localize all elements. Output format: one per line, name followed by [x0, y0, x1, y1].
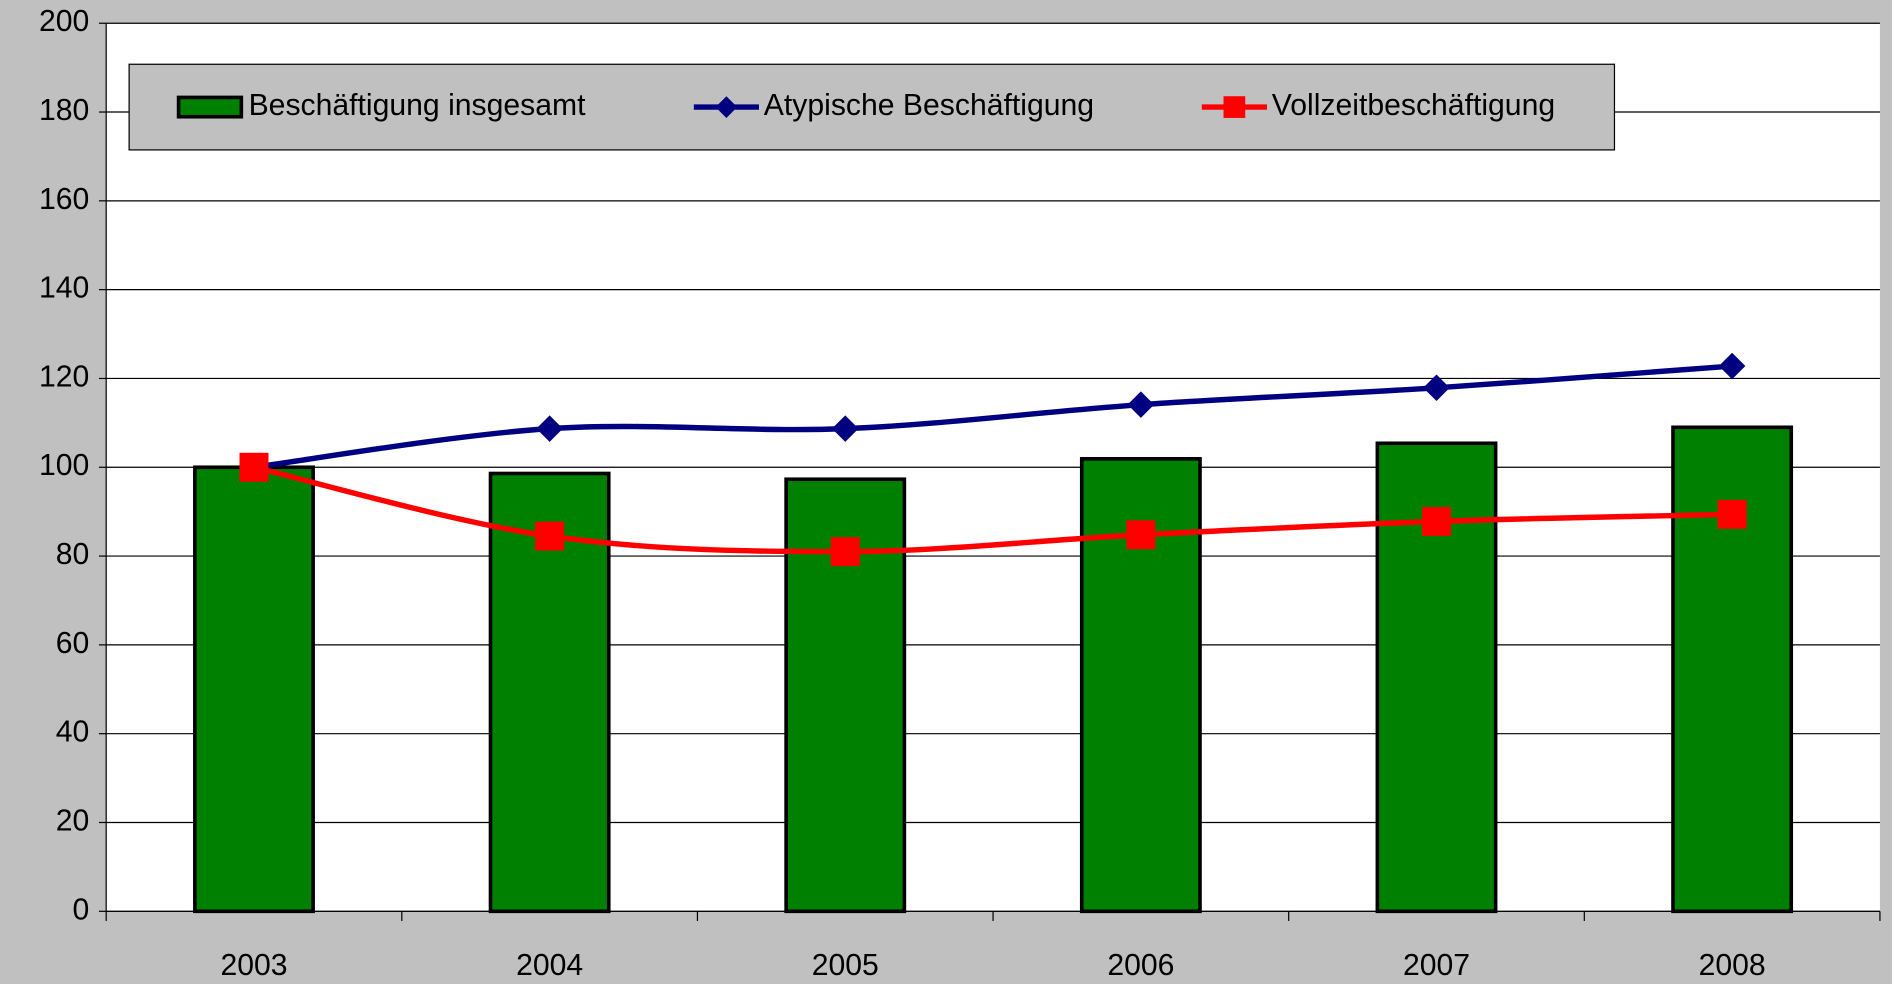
- marker: [1223, 96, 1246, 118]
- marker: [535, 521, 565, 551]
- x-tick-label: 2004: [516, 949, 583, 982]
- x-tick-label: 2003: [220, 949, 287, 982]
- y-tick-label: 120: [39, 360, 89, 393]
- marker: [830, 537, 860, 567]
- legend-swatch: [176, 95, 244, 119]
- marker: [1127, 391, 1155, 418]
- y-tick-label: 200: [39, 5, 89, 38]
- bar: [488, 471, 611, 914]
- y-tick-label: 100: [39, 449, 89, 482]
- marker: [536, 415, 563, 442]
- y-tick-label: 140: [39, 272, 89, 305]
- line: [253, 464, 1733, 555]
- marker: [1126, 520, 1156, 550]
- y-tick-label: 160: [39, 183, 89, 216]
- y-tick-label: 80: [56, 538, 90, 571]
- y-tick-label: 60: [56, 627, 90, 660]
- y-tick-label: 0: [73, 893, 90, 926]
- marker: [1717, 499, 1747, 529]
- line: [253, 363, 1733, 470]
- x-tick-label: 2005: [812, 949, 879, 982]
- marker: [715, 96, 738, 118]
- legend-label: Atypische Beschäftigung: [764, 89, 1094, 122]
- legend-label: Beschäftigung insgesamt: [249, 89, 587, 122]
- y-tick-label: 180: [39, 94, 89, 127]
- marker: [239, 452, 269, 482]
- y-tick-label: 40: [56, 716, 90, 749]
- marker: [1423, 374, 1450, 402]
- bar: [193, 465, 315, 914]
- marker: [831, 415, 859, 442]
- marker: [1422, 506, 1451, 536]
- legend: [128, 63, 1616, 151]
- marker: [1718, 352, 1746, 380]
- x-tick-label: 2007: [1403, 949, 1470, 982]
- x-tick-label: 2008: [1699, 949, 1766, 982]
- legend-label: Vollzeitbeschäftigung: [1272, 89, 1555, 122]
- x-tick-label: 2006: [1107, 949, 1174, 982]
- y-tick-label: 20: [56, 804, 90, 837]
